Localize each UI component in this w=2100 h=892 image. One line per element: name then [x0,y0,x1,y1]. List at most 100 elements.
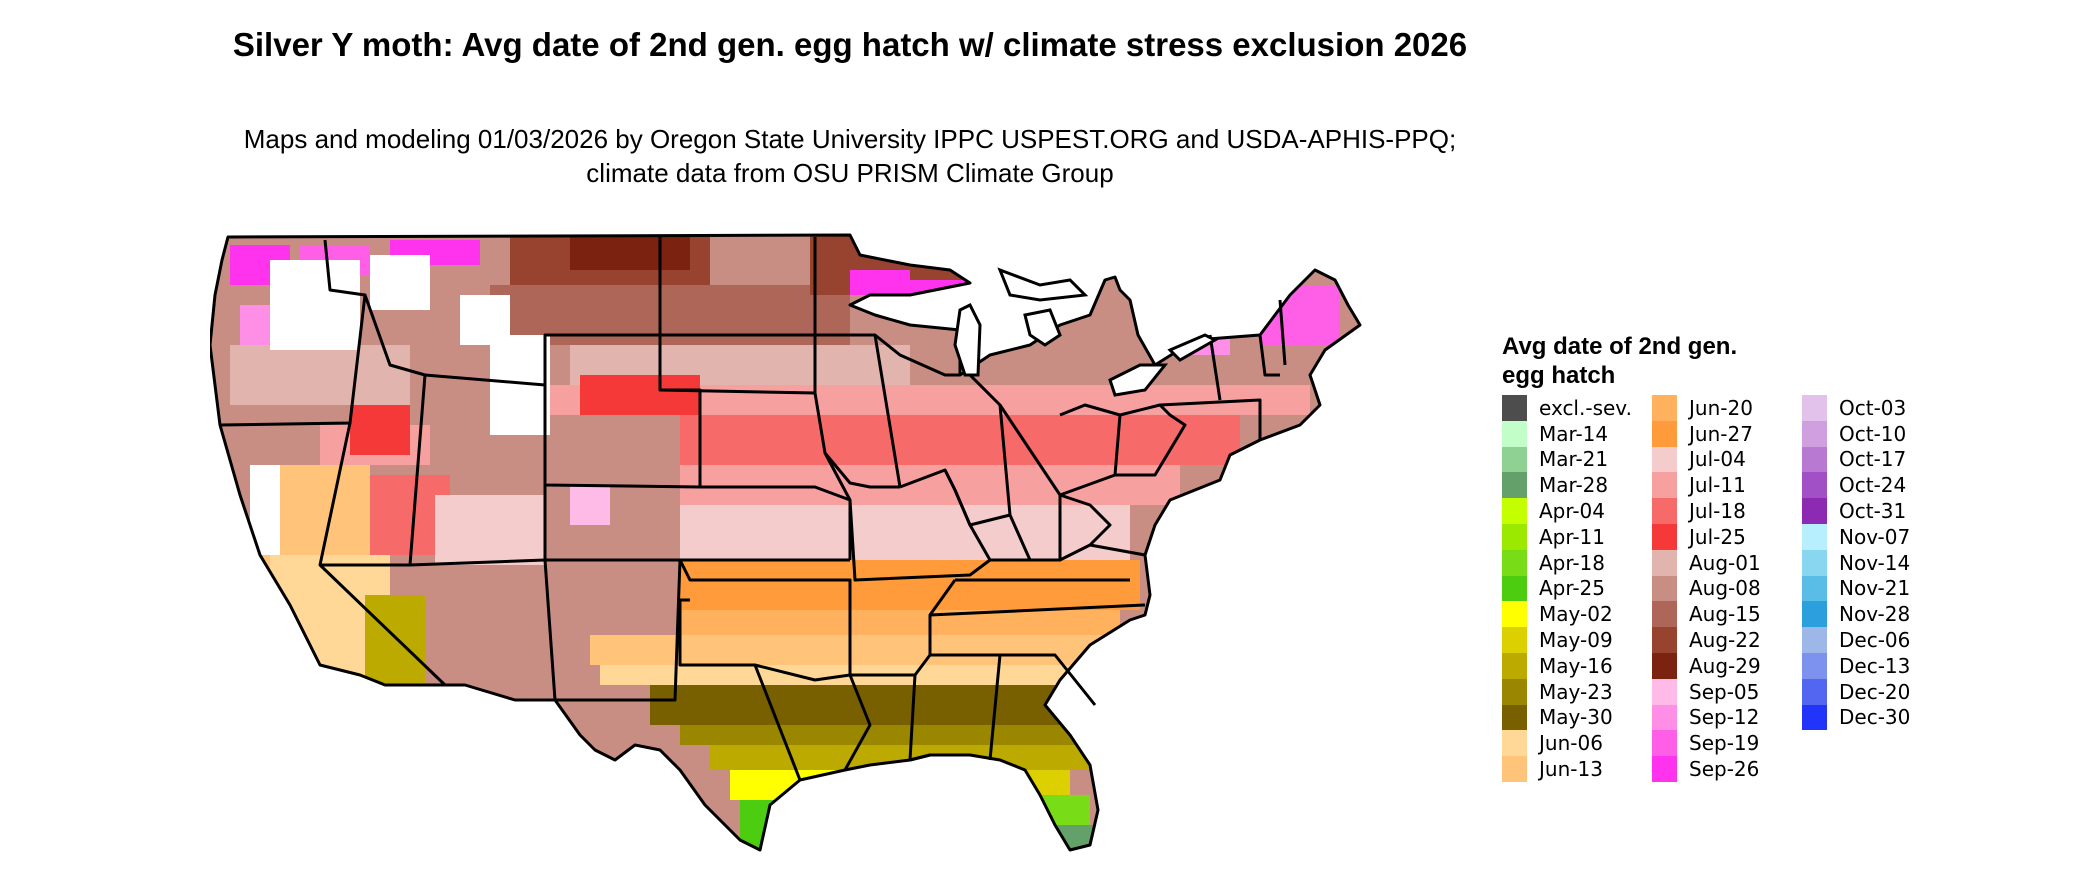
legend-item: Oct-24 [1802,472,1952,499]
legend-label: Sep-12 [1689,705,1760,730]
legend-item: Jun-20 [1652,395,1802,421]
legend-item: Jun-06 [1502,730,1652,757]
legend-item: May-02 [1502,601,1652,628]
legend-item: Jul-04 [1652,446,1802,473]
legend-item: Aug-08 [1652,575,1802,602]
legend-label: Nov-07 [1839,524,1911,549]
legend-item: excl.-sev. [1502,395,1652,421]
legend-swatch [1652,472,1677,499]
legend: excl.-sev. Mar-14 Mar-21 Mar-28 Apr-04 Apr-11… [1502,395,1952,782]
legend-label: May-23 [1539,679,1613,704]
legend-label: Oct-24 [1839,473,1907,498]
legend-swatch [1502,730,1527,757]
legend-item: Apr-04 [1502,498,1652,524]
map-color-field [710,745,1090,770]
map-color-field [680,725,1080,745]
legend-label: May-09 [1539,628,1613,653]
map-color-field [680,415,1240,465]
legend-swatch [1802,472,1827,499]
legend-item: Aug-01 [1652,549,1802,576]
legend-item: May-09 [1502,627,1652,653]
legend-label: Sep-19 [1689,731,1760,756]
legend-item: Nov-07 [1802,523,1952,550]
legend-label: Jul-25 [1689,524,1746,549]
legend-label: Aug-15 [1689,602,1761,627]
map-color-field [365,595,425,685]
legend-swatch [1502,756,1527,782]
legend-label: Jul-18 [1689,499,1746,524]
legend-item: Aug-15 [1652,601,1802,628]
legend-item: Oct-03 [1802,395,1952,421]
map-color-field [580,375,700,415]
map-subtitle: Maps and modeling 01/03/2026 by Oregon S… [243,124,1457,188]
legend-label: Apr-04 [1539,499,1605,524]
legend-label: Aug-22 [1689,628,1761,653]
map-color-field [680,465,1180,505]
legend-swatch [1802,395,1827,421]
legend-item: May-30 [1502,704,1652,731]
legend-swatch [1802,549,1827,576]
legend-label: Oct-10 [1839,421,1907,446]
legend-item: Jul-18 [1652,498,1802,524]
map-color-field [680,560,1140,610]
map-color-field [230,345,410,405]
map-color-field [1030,795,1090,825]
legend-swatch [1502,446,1527,473]
legend-label: Aug-29 [1689,653,1761,678]
legend-swatch [1802,627,1827,653]
legend-label: Jun-13 [1539,757,1603,782]
legend-label: May-02 [1539,602,1613,627]
legend-swatch [1502,678,1527,705]
legend-item: May-16 [1502,652,1652,679]
map-color-field [1260,285,1340,345]
legend-swatch [1802,446,1827,473]
legend-swatch [1802,498,1827,524]
legend-item: Mar-14 [1502,420,1652,447]
legend-label: Dec-20 [1839,679,1911,704]
legend-label: Mar-28 [1539,473,1609,498]
legend-item: Oct-17 [1802,446,1952,473]
legend-swatch [1802,704,1827,731]
map-color-field [740,800,830,850]
legend-swatch [1502,472,1527,499]
legend-label: Nov-21 [1839,576,1911,601]
legend-swatch [1652,601,1677,628]
legend-swatch [1502,575,1527,602]
legend-item: Oct-10 [1802,420,1952,447]
legend-item: Mar-21 [1502,446,1652,473]
legend-item: Sep-12 [1652,704,1802,731]
legend-label: Aug-08 [1689,576,1761,601]
legend-swatch [1652,756,1677,782]
legend-label: Nov-28 [1839,602,1911,627]
state-borders [210,233,1362,852]
legend-swatch [1652,730,1677,757]
legend-swatch [1502,549,1527,576]
legend-label: Dec-30 [1839,705,1911,730]
legend-swatch [1502,652,1527,679]
legend-item: Dec-20 [1802,678,1952,705]
legend-label: Nov-14 [1839,550,1911,575]
us-hatch-date-map [210,233,1362,852]
legend-title: Avg date of 2nd gen. egg hatch [1502,333,1738,389]
legend-label: Jul-11 [1689,473,1746,498]
map-color-field [570,235,690,270]
legend-item: Apr-25 [1502,575,1652,602]
legend-swatch [1802,652,1827,679]
legend-item: Mar-28 [1502,472,1652,499]
legend-item: Apr-11 [1502,523,1652,550]
legend-swatch [1502,395,1527,421]
legend-label: Oct-31 [1839,499,1907,524]
map-color-field [730,770,850,800]
legend-label: Dec-13 [1839,653,1911,678]
legend-swatch [1652,395,1677,421]
map-color-field [680,610,1120,635]
legend-label: Sep-26 [1689,757,1760,782]
legend-swatch [1802,678,1827,705]
map-color-field [435,495,545,565]
legend-label: Oct-17 [1839,447,1907,472]
legend-label: Jul-04 [1689,447,1746,472]
legend-swatch [1502,627,1527,653]
legend-label: Mar-14 [1539,421,1609,446]
legend-item: Apr-18 [1502,549,1652,576]
legend-item: Dec-30 [1802,704,1952,731]
